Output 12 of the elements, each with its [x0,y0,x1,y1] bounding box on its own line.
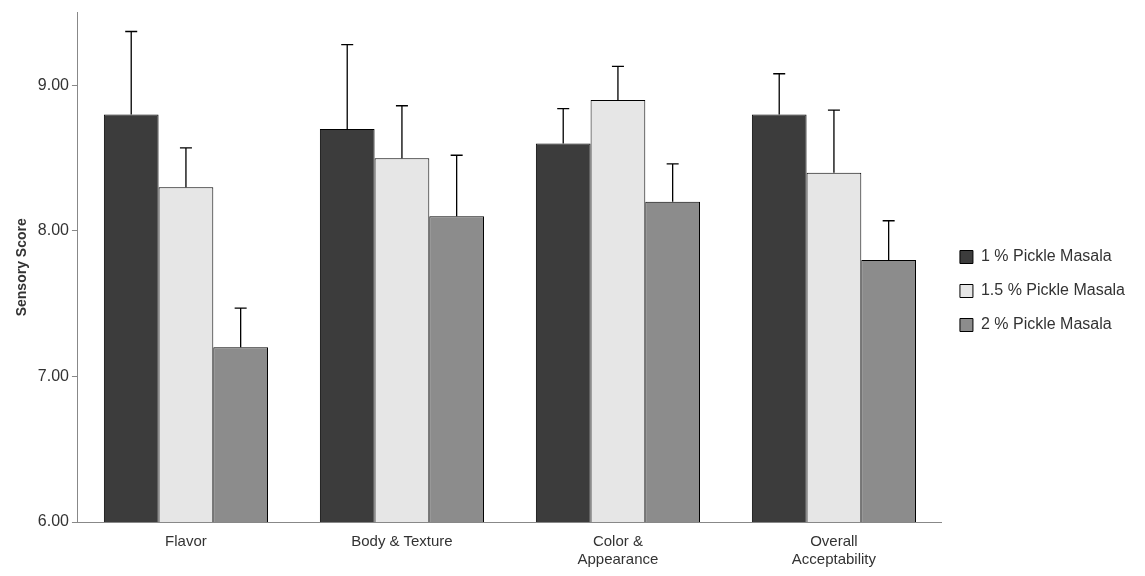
y-tick-label: 6.00 [37,512,70,530]
x-tick-label: Flavor [165,532,207,550]
legend-label: 1 % Pickle Masala [980,247,1112,265]
y-tick-label: 9.00 [37,75,70,93]
x-tick-label: Color & Appearance [577,532,659,568]
legend-label: 2 % Pickle Masala [980,315,1112,333]
x-tick-label: Overall Acceptability [791,532,877,568]
x-tick-label: Body & Texture [351,532,453,550]
y-axis-title: Sensory Score [13,218,30,317]
y-tick-label: 8.00 [37,221,70,239]
y-tick-label: 7.00 [37,366,70,384]
legend-label: 1.5 % Pickle Masala [980,281,1126,299]
